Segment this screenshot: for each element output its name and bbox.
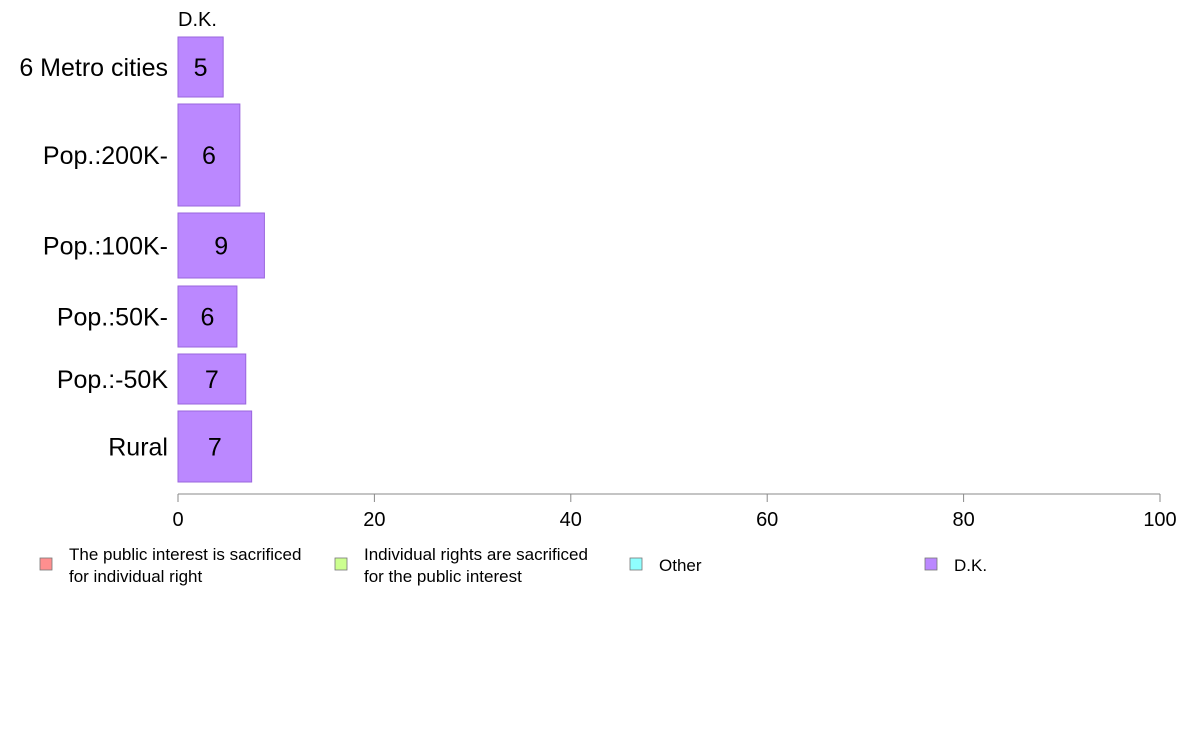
category-label: Rural [108, 434, 168, 462]
legend-swatch [924, 557, 938, 571]
category-label: 6 Metro cities [19, 54, 168, 82]
data-label: 5 [194, 54, 208, 82]
legend-item: The public interest is sacrificed for ind… [39, 545, 301, 586]
legend-item: Individual rights are sacrificed for the … [334, 545, 588, 586]
data-label: 7 [208, 434, 222, 462]
x-tick-label: 80 [952, 509, 974, 531]
legend: The public interest is sacrificed for ind… [39, 545, 987, 586]
data-label: 6 [202, 142, 216, 170]
legend-label: Individual rights are sacrificed [364, 545, 588, 564]
data-label: 6 [201, 304, 215, 332]
bar [177, 103, 241, 207]
x-tick-label: 100 [1143, 509, 1176, 531]
legend-swatch [629, 557, 643, 571]
legend-item: Other [629, 556, 702, 575]
bar [177, 36, 224, 98]
legend-item: D.K. [924, 556, 987, 575]
category-labels: 6 Metro cities Pop.:200K- Pop.:100K- Pop.:5… [19, 54, 168, 462]
x-tick-label: 60 [756, 509, 778, 531]
legend-swatch [334, 557, 348, 571]
x-tick-label: 40 [560, 509, 582, 531]
x-axis: 0 20 40 60 80 100 [172, 493, 1177, 531]
legend-label: for individual right [69, 567, 203, 586]
legend-swatch [39, 557, 53, 571]
legend-label: D.K. [954, 556, 987, 575]
data-label: 7 [205, 366, 219, 394]
category-label: Pop.:200K- [43, 142, 168, 170]
bar [177, 212, 265, 279]
column-header-label: D.K. [178, 9, 217, 31]
legend-label: The public interest is sacrificed [69, 545, 301, 564]
data-labels: 5 6 9 6 7 7 [194, 54, 229, 462]
legend-label: for the public interest [364, 567, 522, 586]
bar [177, 410, 253, 483]
category-label: Pop.:100K- [43, 233, 168, 261]
legend-label: Other [659, 556, 702, 575]
bar [177, 285, 238, 348]
category-label: Pop.:-50K [57, 366, 169, 394]
bars [177, 36, 265, 483]
x-tick-label: 20 [363, 509, 385, 531]
x-tick-label: 0 [172, 509, 183, 531]
bar [177, 353, 247, 405]
data-label: 9 [214, 233, 228, 261]
category-label: Pop.:50K- [57, 304, 168, 332]
